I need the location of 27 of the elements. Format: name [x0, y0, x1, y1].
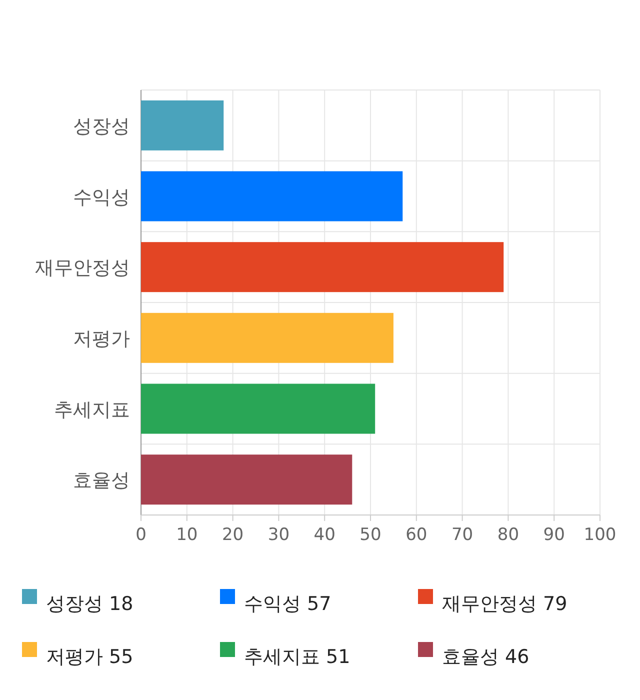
text: 46	[505, 646, 530, 668]
legend-label: 수익성	[244, 593, 301, 615]
text: 79	[543, 593, 568, 615]
y-tick-label: 저평가	[73, 328, 130, 350]
x-tick-label: 20	[222, 525, 244, 545]
x-tick-label: 70	[451, 525, 474, 545]
x-tick-label: 30	[268, 525, 290, 545]
x-tick-label: 80	[497, 525, 520, 545]
text: 18	[109, 593, 134, 615]
x-tick-label: 0	[136, 525, 146, 545]
x-tick-label: 40	[314, 525, 336, 545]
x-tick-label: 100	[584, 525, 616, 545]
text: 55	[109, 646, 134, 668]
x-tick-label: 10	[176, 525, 198, 545]
y-tick-label: 효율성	[73, 470, 130, 492]
x-tick-label: 60	[406, 525, 428, 545]
text: 51	[326, 646, 350, 668]
legend-label: 추세지표	[244, 646, 320, 668]
x-tick-label: 50	[360, 525, 382, 545]
x-tick-label: 90	[543, 525, 565, 545]
y-tick-label: 성장성	[73, 115, 130, 138]
y-tick-label: 추세지표	[54, 398, 130, 421]
legend-label: 효율성	[442, 646, 499, 668]
y-tick-label: 재무안정성	[35, 257, 130, 280]
y-tick-label: 수익성	[73, 186, 130, 208]
text: 57	[307, 593, 332, 615]
legend-label: 재무안정성	[442, 593, 537, 615]
